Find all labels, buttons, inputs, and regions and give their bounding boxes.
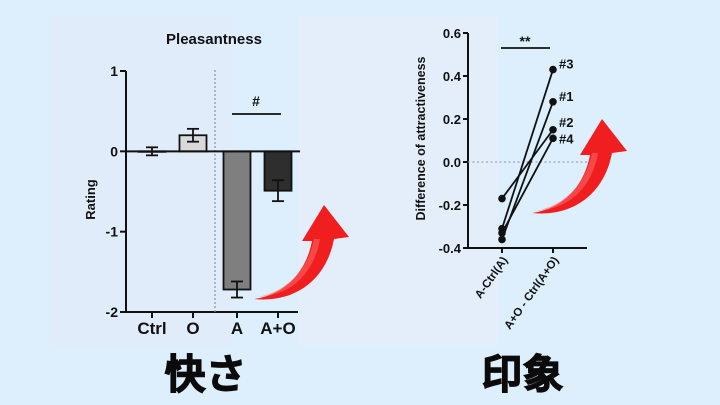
y-tick-label: -1	[106, 224, 119, 240]
x-tick-label: A-Ctrl(A)	[473, 255, 510, 301]
pleasantness-panel	[50, 16, 233, 346]
y-tick-label: -0.4	[439, 241, 462, 256]
attractiveness-panel	[298, 16, 498, 346]
subject-label: #3	[559, 57, 573, 72]
x-tick-label: A+O - Ctrl(A+O)	[503, 255, 562, 332]
arrow-highlight	[536, 153, 598, 211]
y-axis-label: Difference of attractiveness	[414, 56, 428, 220]
data-point	[549, 125, 557, 134]
subject-label: #1	[559, 89, 573, 104]
data-point	[549, 65, 557, 74]
y-tick-label: 0	[110, 143, 118, 159]
attractiveness-improvement-arrow	[532, 119, 627, 214]
bar-a	[222, 150, 252, 291]
arrow-body	[532, 119, 627, 214]
arrow-highlight	[258, 239, 320, 297]
red-arrows	[254, 119, 627, 300]
x-tick-label: Ctrl	[137, 319, 166, 338]
data-point	[498, 235, 506, 244]
y-tick-label: -0.2	[439, 198, 461, 213]
x-tick-label: A	[231, 319, 243, 338]
subject-line-3	[501, 69, 554, 229]
x-tick-label: A+O	[260, 319, 295, 338]
arrow-body	[254, 205, 349, 300]
y-tick-label: 0.0	[443, 155, 461, 170]
y-tick-label: 0.2	[443, 112, 461, 127]
y-tick-label: -2	[106, 304, 119, 320]
y-tick-label: 0.4	[443, 69, 462, 84]
subject-label: #2	[559, 115, 573, 130]
caption-impression: 印象	[481, 351, 564, 399]
data-point	[549, 98, 557, 106]
attractiveness-line-chart: Difference of attractiveness 0.6 0.4 0.2 0.0…	[414, 26, 595, 332]
significance-marker: **	[520, 33, 531, 49]
y-axis-label: Rating	[83, 179, 98, 220]
data-point	[498, 194, 506, 203]
data-point	[549, 134, 557, 143]
subject-line-2	[501, 129, 554, 200]
significance-marker: #	[252, 93, 260, 109]
data-point	[498, 229, 506, 237]
subject-line-4	[501, 137, 554, 234]
pleasantness-improvement-arrow	[254, 205, 349, 300]
chart-title: Pleasantness	[166, 31, 262, 48]
pleasantness-bar-chart: Pleasantness Rating 1 0 -1 -2 Ctrl O A A+O #	[83, 31, 300, 338]
y-tick-label: 0.6	[443, 26, 461, 41]
subject-label: #4	[559, 131, 574, 146]
caption-pleasantness: 快さ	[164, 351, 247, 399]
x-tick-label: O	[186, 319, 199, 338]
y-tick-label: 1	[110, 63, 118, 79]
